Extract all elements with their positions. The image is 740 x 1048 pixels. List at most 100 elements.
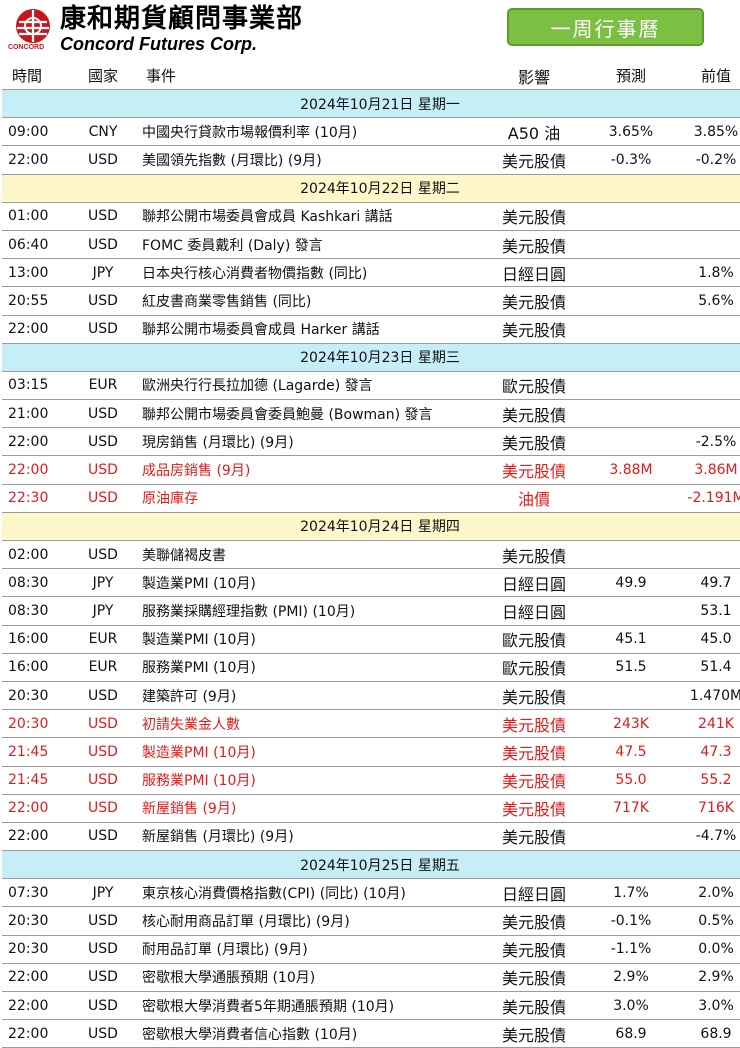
cell-impact: 美元股債 <box>480 315 588 344</box>
cell-time: 22:00 <box>2 991 70 1021</box>
cell-country: USD <box>70 455 136 485</box>
cell-country: USD <box>70 202 136 231</box>
cell-event: 建築許可 (9月) <box>136 681 480 711</box>
cell-event: 新屋銷售 (月環比) (9月) <box>136 822 480 852</box>
cell-impact: 日經日圓 <box>480 568 588 598</box>
cell-impact: 美元股債 <box>480 399 588 429</box>
cell-time: 22:00 <box>2 794 70 823</box>
cell-forecast: 2.9% <box>588 963 674 993</box>
cell-country: USD <box>70 286 136 316</box>
cell-country: USD <box>70 935 136 964</box>
cell-forecast <box>588 399 674 429</box>
cell-impact: 油價 <box>480 484 588 513</box>
cell-event: 歐洲央行行長拉加德 (Lagarde) 發言 <box>136 371 480 401</box>
cell-time: 21:00 <box>2 399 70 429</box>
cell-country: USD <box>70 737 136 767</box>
date-label: 2024年10月21日 星期一 <box>2 89 740 119</box>
table-row: 22:00 USD 成品房銷售 (9月) 美元股債 3.88M 3.86M <box>2 455 740 485</box>
cell-impact: 美元股債 <box>480 963 588 993</box>
cell-forecast <box>588 371 674 401</box>
cell-impact: 歐元股債 <box>480 653 588 682</box>
cell-previous: 47.3 <box>674 737 740 767</box>
cell-country: JPY <box>70 258 136 288</box>
cell-impact: 美元股債 <box>480 709 588 739</box>
cell-country: USD <box>70 963 136 993</box>
table-row: 07:30 JPY 東京核心消費價格指數(CPI) (同比) (10月) 日經日圓 1.… <box>2 878 740 908</box>
date-row: 2024年10月22日 星期二 <box>2 174 740 203</box>
cell-forecast <box>588 681 674 711</box>
table-row: 22:00 USD 新屋銷售 (9月) 美元股債 717K 716K <box>2 794 740 823</box>
cell-time: 08:30 <box>2 568 70 598</box>
column-header-previous: 前值 <box>674 62 740 90</box>
date-label: 2024年10月22日 星期二 <box>2 174 740 203</box>
cell-previous: 1.470M <box>674 681 740 711</box>
cell-forecast: 3.0% <box>588 991 674 1021</box>
table-row: 13:00 JPY 日本央行核心消費者物價指數 (同比) 日經日圓 1.8% <box>2 258 740 288</box>
cell-forecast: -1.1% <box>588 935 674 964</box>
date-label: 2024年10月23日 星期三 <box>2 343 740 372</box>
cell-event: FOMC 委員戴利 (Daly) 發言 <box>136 230 480 260</box>
table-row: 20:30 USD 耐用品訂單 (月環比) (9月) 美元股債 -1.1% 0.0% <box>2 935 740 964</box>
cell-forecast: 717K <box>588 794 674 823</box>
table-row: 22:00 USD 聯邦公開市場委員會成員 Harker 講話 美元股債 <box>2 315 740 344</box>
cell-country: USD <box>70 766 136 795</box>
cell-impact: 歐元股債 <box>480 625 588 654</box>
cell-country: USD <box>70 145 136 175</box>
date-row: 2024年10月23日 星期三 <box>2 343 740 372</box>
cell-event: 耐用品訂單 (月環比) (9月) <box>136 935 480 964</box>
column-header-country: 國家 <box>70 62 136 90</box>
cell-time: 13:00 <box>2 258 70 288</box>
cell-impact: 美元股債 <box>480 935 588 964</box>
cell-time: 03:15 <box>2 371 70 401</box>
cell-country: CNY <box>70 117 136 147</box>
cell-country: USD <box>70 230 136 260</box>
cell-event: 紅皮書商業零售銷售 (同比) <box>136 286 480 316</box>
table-row: 20:30 USD 建築許可 (9月) 美元股債 1.470M <box>2 681 740 711</box>
table-row: 16:00 EUR 製造業PMI (10月) 歐元股債 45.1 45.0 <box>2 625 740 654</box>
cell-country: JPY <box>70 568 136 598</box>
cell-time: 22:00 <box>2 315 70 344</box>
cell-previous <box>674 230 740 260</box>
cell-event: 核心耐用商品訂單 (月環比) (9月) <box>136 906 480 936</box>
cell-forecast: 1.7% <box>588 878 674 908</box>
cell-previous <box>674 315 740 344</box>
cell-time: 09:00 <box>2 117 70 147</box>
cell-country: USD <box>70 822 136 852</box>
table-row: 16:00 EUR 服務業PMI (10月) 歐元股債 51.5 51.4 <box>2 653 740 682</box>
cell-previous <box>674 202 740 231</box>
cell-impact: 美元股債 <box>480 540 588 570</box>
cell-event: 製造業PMI (10月) <box>136 737 480 767</box>
cell-event: 密歇根大學通脹預期 (10月) <box>136 963 480 993</box>
cell-previous: 716K <box>674 794 740 823</box>
table-row: 08:30 JPY 製造業PMI (10月) 日經日圓 49.9 49.7 <box>2 568 740 598</box>
cell-forecast <box>588 822 674 852</box>
cell-event: 初請失業金人數 <box>136 709 480 739</box>
cell-time: 16:00 <box>2 653 70 682</box>
cell-impact: 美元股債 <box>480 737 588 767</box>
weekly-calendar-button[interactable]: 一周行事曆 <box>507 8 704 46</box>
table-row: 06:40 USD FOMC 委員戴利 (Daly) 發言 美元股債 <box>2 230 740 260</box>
date-row: 2024年10月21日 星期一 <box>2 89 740 119</box>
table-row: 22:00 USD 美國領先指數 (月環比) (9月) 美元股債 -0.3% -0.2% <box>2 145 740 175</box>
cell-country: JPY <box>70 596 136 626</box>
table-row: 20:30 USD 核心耐用商品訂單 (月環比) (9月) 美元股債 -0.1% 0.5% <box>2 906 740 936</box>
cell-time: 01:00 <box>2 202 70 231</box>
cell-time: 08:30 <box>2 596 70 626</box>
cell-country: EUR <box>70 625 136 654</box>
cell-event: 服務業PMI (10月) <box>136 653 480 682</box>
cell-event: 成品房銷售 (9月) <box>136 455 480 485</box>
cell-forecast <box>588 315 674 344</box>
cell-previous: 5.6% <box>674 286 740 316</box>
table-row: 22:00 USD 密歇根大學通脹預期 (10月) 美元股債 2.9% 2.9% <box>2 963 740 993</box>
cell-previous: 3.86M <box>674 455 740 485</box>
table-row: 21:45 USD 製造業PMI (10月) 美元股債 47.5 47.3 <box>2 737 740 767</box>
cell-impact: 美元股債 <box>480 681 588 711</box>
cell-previous: 3.85% <box>674 117 740 147</box>
cell-country: USD <box>70 484 136 513</box>
cell-event: 現房銷售 (月環比) (9月) <box>136 427 480 457</box>
cell-forecast: 49.9 <box>588 568 674 598</box>
cell-previous: -4.7% <box>674 822 740 852</box>
cell-forecast <box>588 258 674 288</box>
column-header-event: 事件 <box>136 62 480 90</box>
cell-impact: 日經日圓 <box>480 596 588 626</box>
